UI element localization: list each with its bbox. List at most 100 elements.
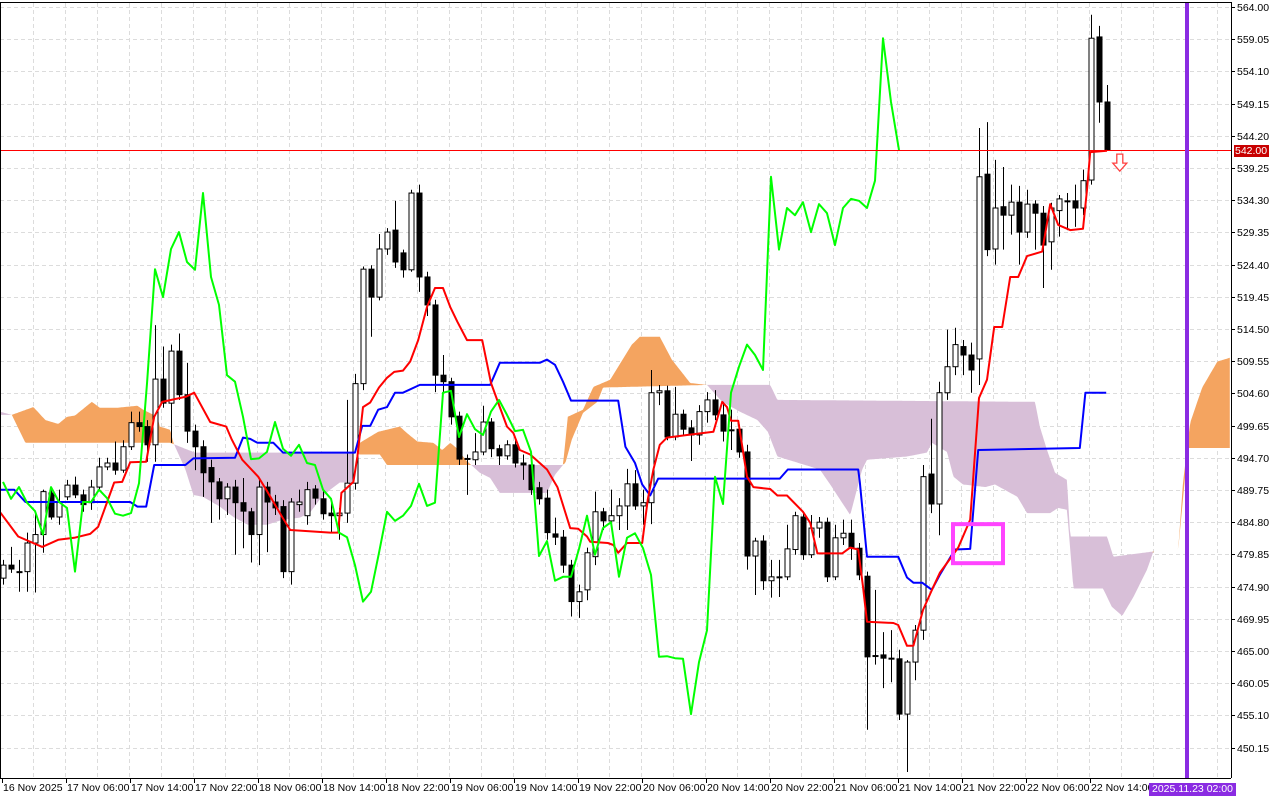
- time-tick-label: 21 Nov 14:00: [899, 782, 962, 794]
- candle: [160, 346, 167, 408]
- candle: [536, 481, 543, 505]
- time-tick-label: 20 Nov 06:00: [643, 782, 706, 794]
- candle: [64, 479, 71, 501]
- candle-body-bullish: [904, 661, 911, 715]
- candle-body-bullish: [256, 486, 263, 536]
- cloud-bearish: [470, 464, 563, 493]
- candle: [152, 325, 159, 462]
- time-tick-label: 19 Nov 22:00: [579, 782, 642, 794]
- time-tick-label: 20 Nov 14:00: [707, 782, 770, 794]
- candle: [848, 519, 855, 560]
- candle: [240, 477, 247, 549]
- candle-body-bullish: [608, 515, 615, 522]
- candle: [1096, 25, 1103, 123]
- candle-body-bearish: [280, 506, 287, 573]
- candle: [192, 424, 199, 471]
- candle: [584, 547, 591, 601]
- tenkan-sen-line: [0, 149, 1108, 647]
- candle: [960, 340, 967, 376]
- candle-body-bullish: [1024, 203, 1031, 233]
- candle: [88, 479, 95, 510]
- candle-body-bullish: [696, 411, 703, 436]
- price-tick-label: 460.05: [1237, 677, 1270, 690]
- candle-body-bearish: [240, 502, 247, 512]
- candle-body-bearish: [1032, 203, 1039, 214]
- candle: [128, 411, 135, 450]
- candle-body-bullish: [840, 532, 847, 539]
- candle-body-bullish: [464, 457, 471, 460]
- candle: [624, 468, 631, 531]
- candle-body-bullish: [656, 390, 663, 394]
- candle: [720, 401, 727, 442]
- price-tick-label: 489.75: [1237, 484, 1270, 497]
- arrow-down-icon[interactable]: [1111, 153, 1129, 173]
- candle: [184, 362, 191, 443]
- candle-body-bearish: [544, 497, 551, 534]
- indicator-lines: [0, 37, 1108, 716]
- price-tick-label: 455.10: [1237, 709, 1270, 722]
- cloud-bullish: [357, 426, 471, 465]
- candle-body-bullish: [152, 378, 159, 446]
- candle-body-bearish: [744, 451, 751, 557]
- candle: [312, 485, 319, 505]
- candle: [656, 384, 663, 406]
- candle: [464, 454, 471, 495]
- candle: [176, 333, 183, 400]
- candle-body-bullish: [32, 534, 39, 544]
- candle-body-bearish: [824, 521, 831, 578]
- candle: [552, 517, 559, 545]
- candle-body-bearish: [1016, 201, 1023, 233]
- candle-body-bullish: [128, 422, 135, 448]
- price-tick-label: 509.55: [1237, 355, 1270, 368]
- candle: [888, 630, 895, 683]
- candle-body-bearish: [560, 536, 567, 566]
- candle-body-bullish: [944, 366, 951, 394]
- candle: [496, 444, 503, 465]
- price-tick-label: 504.60: [1237, 387, 1270, 400]
- candle-body-bullish: [288, 501, 295, 573]
- candle: [216, 477, 223, 520]
- candle-body-bearish: [848, 532, 855, 549]
- candle: [200, 440, 207, 497]
- cloud-bullish: [562, 336, 707, 466]
- candle-body-bullish: [1064, 200, 1071, 203]
- kijun-sen-line: [0, 358, 1107, 591]
- candle: [168, 344, 175, 443]
- candle: [784, 524, 791, 581]
- candle: [616, 498, 623, 531]
- candle-body-bullish: [784, 548, 791, 578]
- highlight-rectangle[interactable]: [951, 522, 1005, 566]
- candle-body-bearish: [968, 354, 975, 371]
- candle: [864, 571, 871, 730]
- candle-body-bearish: [880, 654, 887, 659]
- candle: [880, 632, 887, 689]
- candle: [16, 559, 23, 592]
- price-tick-label: 514.50: [1237, 323, 1270, 336]
- candle: [96, 457, 103, 490]
- candle: [640, 489, 647, 525]
- candle: [712, 390, 719, 421]
- candle: [320, 489, 327, 520]
- candle-body-bearish: [320, 498, 327, 515]
- candle: [672, 386, 679, 441]
- candle: [280, 500, 287, 579]
- candle: [440, 355, 447, 393]
- candle-body-bullish: [672, 413, 679, 438]
- candle: [288, 498, 295, 585]
- candle-body-bullish: [352, 383, 359, 484]
- candle: [360, 266, 367, 391]
- price-tick-label: 549.15: [1237, 98, 1270, 111]
- candle: [1008, 184, 1015, 235]
- candle-body-bearish: [520, 462, 527, 466]
- candle: [696, 405, 703, 445]
- candle: [544, 489, 551, 540]
- candle-body-bullish: [64, 484, 71, 498]
- candle-body-bullish: [0, 564, 7, 579]
- candle-body-bullish: [1088, 37, 1095, 181]
- candle: [760, 535, 767, 590]
- candle-body-bearish: [632, 483, 639, 507]
- cloud-bearish: [706, 384, 1153, 616]
- time-tick-label: 18 Nov 06:00: [259, 782, 322, 794]
- candle-body-bearish: [960, 346, 967, 356]
